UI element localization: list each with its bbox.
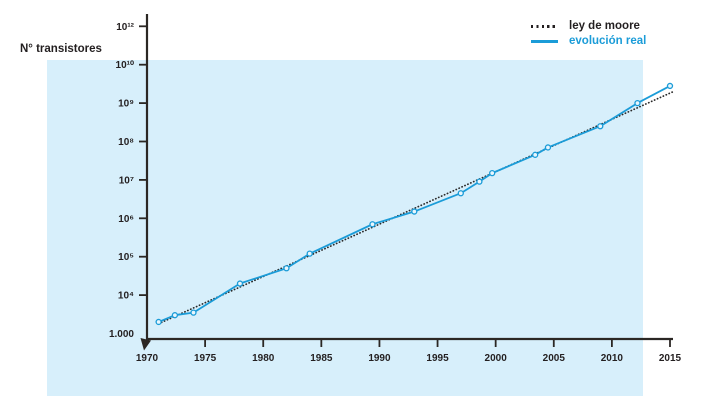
data-point-marker [236, 280, 244, 287]
x-tick-label: 1985 [310, 353, 333, 364]
x-tick-label: 2010 [601, 353, 624, 364]
y-tick-label: 10⁵ [118, 252, 134, 263]
x-tick-label: 1970 [136, 353, 159, 364]
x-tick-label: 2005 [543, 353, 566, 364]
data-point-marker [283, 265, 290, 272]
data-point-marker [489, 169, 496, 177]
x-tick-label: 1995 [426, 353, 449, 364]
x-tick-label: 1975 [194, 353, 217, 364]
y-tick-label: 1.000 [109, 329, 134, 340]
y-tick-label: 10¹² [116, 22, 134, 33]
data-point-marker [666, 82, 674, 90]
data-point-marker [306, 250, 313, 257]
solid-line-swatch-icon [531, 40, 558, 43]
y-tick-label: 10⁹ [118, 99, 134, 110]
legend-label-evolucion-real: evolución real [569, 35, 647, 47]
data-point-marker [155, 318, 162, 326]
y-axis-title: N° transistores [20, 43, 102, 55]
data-point-marker [597, 123, 604, 130]
x-tick-label: 2015 [659, 353, 682, 364]
data-point-marker [532, 151, 539, 158]
axis-origin-arrow-icon [140, 338, 151, 351]
data-point-marker [634, 99, 641, 107]
data-point-marker [544, 144, 552, 151]
y-tick-label: 10⁶ [118, 214, 134, 225]
y-tick-label: 10¹⁰ [116, 60, 134, 71]
legend-item-evolucion-real: evolución real [531, 35, 647, 47]
data-point-marker [457, 190, 464, 197]
data-point-marker [190, 309, 197, 316]
moore-law-dotted-line [157, 90, 675, 325]
data-point-marker [476, 178, 483, 185]
x-tick-label: 1990 [368, 353, 391, 364]
legend: ley de moore evolución real [531, 20, 647, 47]
dotted-line-swatch-icon [531, 25, 558, 28]
data-point-marker [411, 208, 418, 215]
x-tick-label: 2000 [485, 353, 508, 364]
x-tick-label: 1980 [252, 353, 275, 364]
legend-item-ley-de-moore: ley de moore [531, 20, 646, 32]
data-point-marker [369, 221, 376, 228]
y-tick-label: 10⁷ [119, 175, 134, 186]
y-tick-label: 10⁸ [118, 137, 134, 148]
data-point-marker [171, 312, 179, 319]
y-tick-label: 10⁴ [118, 291, 134, 302]
legend-label-ley-de-moore: ley de moore [569, 20, 640, 32]
real-evolution-line [158, 85, 671, 323]
